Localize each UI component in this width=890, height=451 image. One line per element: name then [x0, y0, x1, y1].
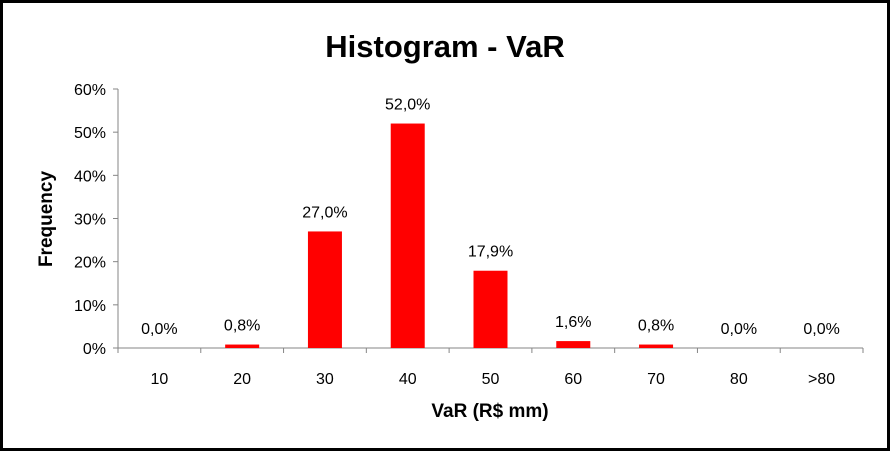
data-label: 0,0%: [803, 321, 839, 338]
y-tick-label: 30%: [74, 212, 106, 229]
x-tick-label: 70: [647, 371, 665, 388]
histogram-chart: Histogram - VaR Frequency VaR (R$ mm) 0%…: [36, 29, 864, 422]
plot-area: 0% 10% 20% 30% 40% 50% 60% 10 0,0% 20 0,8% 30 27,0% 4…: [74, 82, 864, 388]
y-tick-label: 0%: [83, 341, 106, 358]
data-label: 17,9%: [468, 244, 513, 261]
y-axis-title: Frequency: [36, 171, 57, 268]
x-tick-label: 80: [730, 371, 748, 388]
data-label: 27,0%: [302, 204, 347, 221]
y-tick-label: 40%: [74, 168, 106, 185]
y-tick-label: 20%: [74, 255, 106, 272]
x-tick-label: 40: [399, 371, 417, 388]
x-axis-title: VaR (R$ mm): [431, 401, 548, 422]
data-label: 1,6%: [555, 314, 591, 331]
x-tick-label: 10: [150, 371, 168, 388]
x-tick-label: 20: [233, 371, 251, 388]
data-label: 0,0%: [141, 321, 177, 338]
data-label: 0,8%: [638, 318, 674, 335]
y-tick-label: 60%: [74, 82, 106, 99]
x-tick-label: 60: [564, 371, 582, 388]
bar: [307, 231, 342, 348]
bar: [225, 344, 260, 348]
x-tick-label: >80: [808, 371, 835, 388]
data-label: 52,0%: [385, 97, 430, 114]
bar: [556, 341, 591, 348]
chart-title: Histogram - VaR: [325, 29, 564, 64]
x-tick-label: 50: [482, 371, 500, 388]
bar: [473, 270, 508, 348]
x-tick-label: 30: [316, 371, 334, 388]
y-tick-label: 50%: [74, 125, 106, 142]
bar: [639, 344, 674, 348]
data-label: 0,0%: [721, 321, 757, 338]
data-label: 0,8%: [224, 318, 260, 335]
bar: [390, 123, 425, 349]
y-tick-label: 10%: [74, 298, 106, 315]
